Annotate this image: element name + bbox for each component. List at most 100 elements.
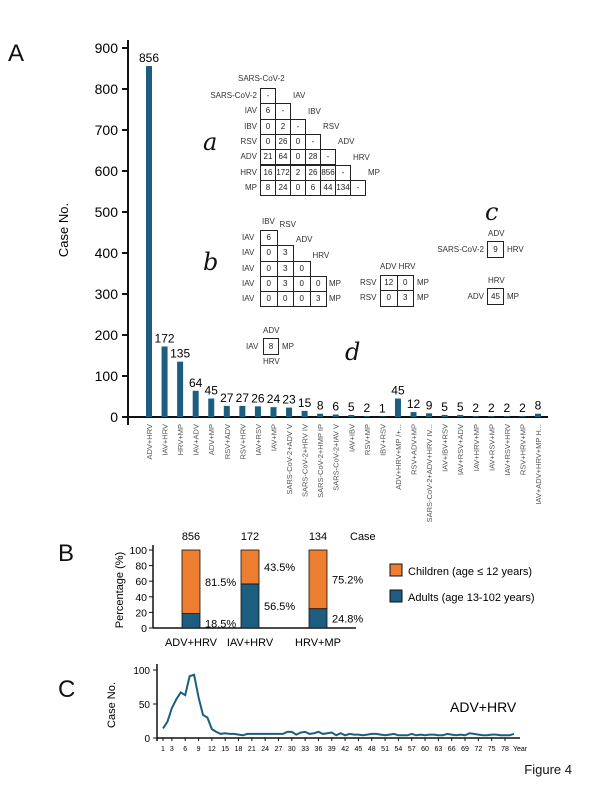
bar-value-label: 45 (391, 384, 405, 398)
x-tick-label: 63 (434, 746, 442, 753)
panel-label-c: C (58, 676, 76, 703)
bar-value-label: 26 (251, 391, 265, 405)
bar (192, 390, 199, 417)
matrix-cell: 21 (260, 149, 276, 166)
y-tick-label: 200 (95, 327, 119, 343)
y-tick-label: 60 (135, 576, 147, 588)
x-tick-label: 33 (301, 746, 309, 753)
matrix-col-label: ADV (338, 137, 355, 147)
bar-value-label: 856 (139, 51, 159, 65)
bar-value-label: 172 (155, 331, 175, 345)
bar-value-label: 8 (317, 399, 324, 413)
bar-value-label: 45 (205, 384, 219, 398)
bar-value-label: 2 (363, 401, 370, 415)
bar-value-label: 23 (282, 393, 296, 407)
matrix-cell: 6 (260, 103, 276, 120)
matrix-cell: - (260, 88, 276, 105)
x-tick-label: 66 (448, 746, 456, 753)
matrix-right-label: HRV (312, 250, 330, 260)
x-tick-label: 3 (170, 746, 174, 753)
bar-value-label: 2 (519, 401, 526, 415)
matrix-cell: 8 (263, 338, 279, 355)
matrix-col-label: SARS-CoV-2 (238, 74, 285, 83)
x-tick-label: IAV+MP (269, 424, 278, 451)
x-tick-label: IAV+RSV+HRV (503, 424, 512, 475)
matrix-col-label: ADV (488, 229, 505, 238)
bar (317, 413, 324, 417)
bar-value-label: 64 (189, 376, 203, 390)
matrix-cell: 0 (260, 133, 276, 151)
y-axis-label: Case No. (56, 203, 71, 257)
bar-value-label: 5 (457, 400, 464, 414)
y-tick-label: 500 (95, 204, 119, 220)
matrix-row-label: IAV (242, 278, 255, 288)
matrix-cell: 3 (276, 260, 294, 277)
matrix-row-label: HRV (240, 167, 257, 177)
bar-value-label: 5 (348, 400, 355, 414)
bar (457, 414, 464, 417)
matrix-cell: 0 (293, 260, 311, 277)
matrix-right-label: HRV (507, 245, 524, 254)
matrix-col-label: MP (368, 167, 380, 177)
case-header: Case (350, 531, 376, 543)
bar (348, 414, 355, 417)
matrix-cell: 0 (260, 245, 278, 262)
matrix-row-label: IBV (244, 121, 257, 131)
x-tick-label: ADV+HRV+MP /+... (394, 424, 403, 490)
y-tick-label: 100 (133, 666, 150, 677)
bar (426, 413, 433, 417)
matrix-cell: - (290, 118, 306, 135)
children-bar-segment (308, 549, 328, 610)
x-tick-label: RSV+ADV (223, 424, 232, 459)
bar-value-label: 2 (488, 401, 495, 415)
x-tick-label: SARS-CoV-2+IAV V (332, 424, 341, 491)
x-tick-label: 15 (221, 746, 229, 753)
x-tick-label: SARS-CoV-2+ADV+HRV IV... (425, 424, 434, 522)
matrix-right-label: MP (329, 294, 341, 304)
matrix-cell: 3 (276, 275, 294, 293)
matrix-cell: 172 (275, 164, 291, 181)
inset-letter-c: c (485, 198, 499, 226)
matrix-cell: 2 (290, 164, 306, 181)
matrix-cell: 0 (293, 275, 311, 293)
matrix-col-label: ADV (263, 326, 280, 335)
adults-percent-label: 56.5% (264, 601, 295, 613)
children-percent-label: 81.5% (205, 577, 236, 589)
x-tick-label: RSV+MP (363, 424, 372, 455)
panel-label-a: A (8, 40, 25, 67)
matrix-col-label: IBV (262, 217, 275, 226)
panel-label-b: B (58, 540, 75, 567)
matrix-cell: 0 (276, 291, 294, 308)
x-tick-label: 51 (381, 746, 389, 753)
y-tick-label: 0 (144, 734, 150, 745)
bar (161, 346, 168, 417)
matrix-col-label: HRV (488, 276, 505, 285)
x-tick-label: 42 (341, 746, 349, 753)
matrix-cell: 0 (290, 133, 306, 151)
matrix-bottom-label: HRV (263, 357, 280, 366)
x-tick-label: 9 (197, 746, 201, 753)
matrix-cell: - (350, 179, 366, 197)
adults-bar-segment (181, 613, 201, 629)
x-tick-label: 75 (488, 746, 496, 753)
y-tick-label: 80 (135, 561, 147, 573)
adults-bar-segment (240, 583, 260, 629)
matrix-col-label: RSV (323, 121, 340, 131)
matrix-row-label: MP (245, 182, 257, 192)
matrix-cell: 0 (260, 118, 276, 135)
bar (146, 66, 152, 417)
y-tick-label: 0 (110, 409, 118, 425)
x-tick-label: 57 (408, 746, 416, 753)
matrix-cell: 9 (487, 241, 504, 258)
x-tick-label: SARS-CoV-2+ADV V (285, 424, 294, 495)
x-tick-label: 48 (368, 746, 376, 753)
matrix-cell: 0 (380, 290, 398, 307)
y-tick-label: 0 (141, 623, 147, 635)
adults-bar-segment (308, 608, 328, 629)
matrix-right-label: MP (417, 278, 429, 287)
children-bar-segment (181, 549, 201, 614)
x-tick-label: ADV+MP (207, 424, 216, 455)
x-tick-label: HRV+MP (295, 637, 341, 649)
